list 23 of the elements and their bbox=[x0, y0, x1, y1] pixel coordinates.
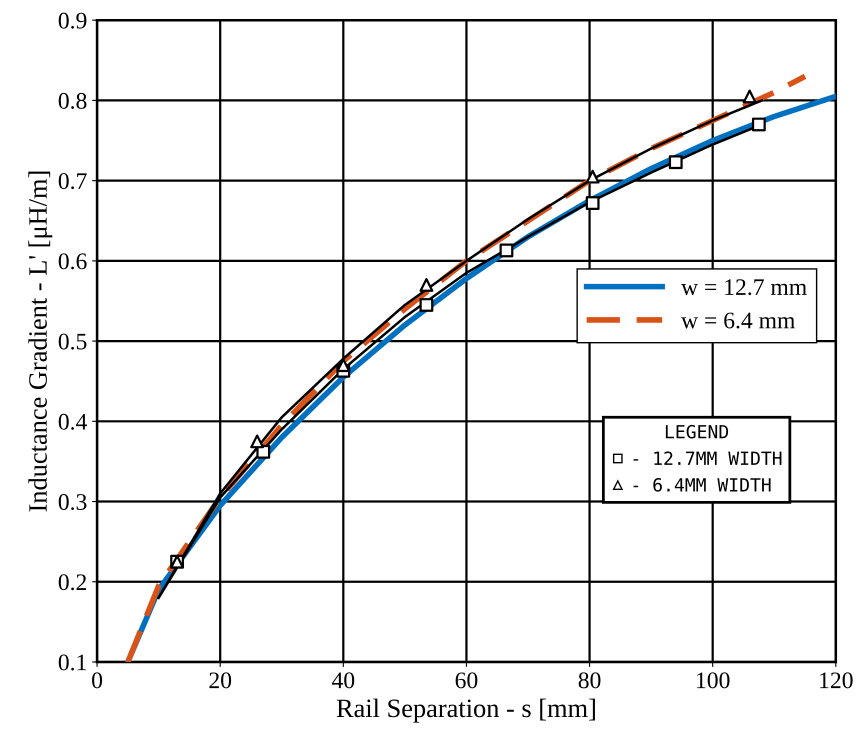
x-tick-label: 0 bbox=[92, 672, 102, 688]
y-tick-label: 0.5 bbox=[58, 334, 86, 350]
x-tick-label: 20 bbox=[209, 672, 232, 688]
y-tick-label: 0.8 bbox=[58, 92, 86, 109]
legend-label: w = 12.7 mm bbox=[681, 279, 807, 296]
legend-label: w = 6.4 mm bbox=[681, 312, 795, 329]
x-tick-label: 40 bbox=[332, 672, 354, 688]
y-tick-label: 0.6 bbox=[58, 253, 87, 270]
x-axis-title: Rail Separation - s [mm] bbox=[336, 698, 595, 723]
legend-title: LEGEND bbox=[666, 424, 728, 439]
x-tick-label: 100 bbox=[697, 672, 730, 688]
y-tick-label: 0.3 bbox=[58, 494, 86, 510]
y-tick-label: 0.1 bbox=[58, 654, 86, 671]
y-tick-label: 0.2 bbox=[58, 574, 86, 590]
x-tick-label: 80 bbox=[578, 672, 600, 688]
legend-label: - 6.4MM WIDTH bbox=[634, 478, 771, 492]
legend-label: - 12.7MM WIDTH bbox=[634, 451, 782, 465]
y-tick-label: 0.7 bbox=[58, 173, 87, 190]
x-tick-label: 120 bbox=[820, 672, 853, 688]
y-tick-label: 0.9 bbox=[58, 12, 86, 29]
y-tick-label: 0.4 bbox=[58, 414, 87, 430]
x-tick-label: 60 bbox=[456, 672, 478, 688]
y-axis-title: Inductance Gradient - L' [μH/m] bbox=[28, 172, 52, 512]
